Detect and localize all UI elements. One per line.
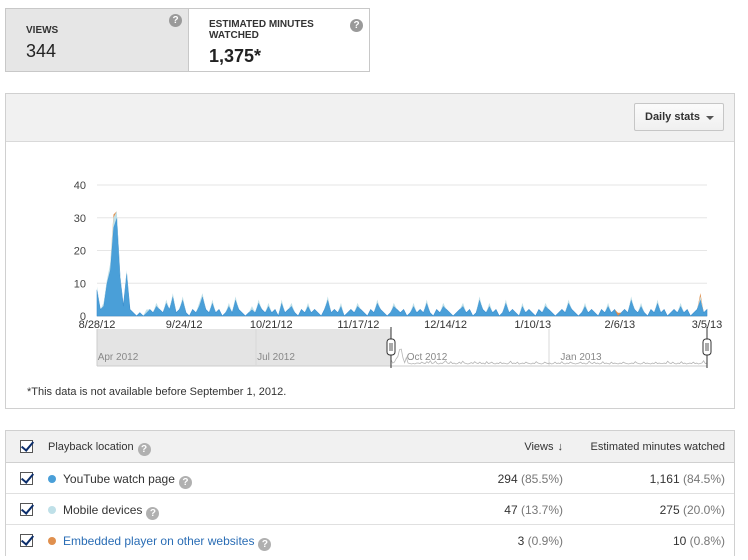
row-minutes-percent: (0.8%) (689, 534, 725, 548)
row-minutes: 1,161 (84.5%) (650, 472, 725, 486)
navigator-series-line (390, 348, 708, 365)
help-icon[interactable]: ? (350, 19, 363, 32)
views-metric-label: VIEWS (26, 25, 59, 36)
table-row[interactable]: YouTube watch page? 294 (85.5%) 1,161 (84.… (6, 463, 734, 494)
x-tick-label: 11/17/12 (337, 319, 379, 331)
table-body: YouTube watch page? 294 (85.5%) 1,161 (84.… (6, 463, 734, 556)
y-tick-label: 10 (74, 278, 86, 290)
navigator-label: Oct 2012 (407, 352, 448, 363)
row-minutes-value: 275 (659, 503, 683, 517)
row-minutes: 275 (20.0%) (660, 503, 725, 517)
row-minutes-percent: (84.5%) (682, 472, 725, 486)
row-views-value: 294 (497, 472, 521, 486)
chart-toolbar: Daily stats (6, 94, 734, 142)
row-minutes-value: 10 (672, 534, 690, 548)
minutes-metric-card[interactable]: ESTIMATED MINUTES WATCHED 1,375* ? (188, 8, 370, 72)
row-minutes-percent: (20.0%) (682, 503, 725, 517)
sort-down-icon: ↓ (557, 441, 564, 453)
playback-location-table: Playback location? Views ↓ Estimated minu… (5, 430, 735, 556)
minutes-metric-value: 1,375* (209, 46, 262, 66)
row-views-value: 47 (504, 503, 521, 517)
row-views-percent: (85.5%) (520, 472, 563, 486)
x-tick-label: 10/21/12 (250, 319, 293, 331)
row-views: 47 (13.7%) (504, 503, 563, 517)
minutes-column-header[interactable]: Estimated minutes watched (590, 441, 725, 453)
row-label: Embedded player on other websites? (48, 534, 272, 551)
series-dot-icon (48, 475, 56, 483)
row-checkbox[interactable] (20, 503, 33, 516)
help-icon[interactable]: ? (178, 476, 192, 489)
views-column-header-label: Views (524, 441, 554, 453)
y-tick-label: 20 (74, 246, 86, 258)
table-row[interactable]: Mobile devices? 47 (13.7%) 275 (20.0%) (6, 494, 734, 525)
row-checkbox[interactable] (20, 534, 33, 547)
chart-footnote: *This data is not available before Septe… (27, 386, 287, 398)
row-minutes: 10 (0.8%) (673, 534, 725, 548)
row-views-percent: (0.9%) (527, 534, 563, 548)
views-metric-card[interactable]: VIEWS 344 ? (5, 8, 188, 72)
playback-location-header: Playback location? (48, 441, 151, 456)
x-tick-label: 3/5/13 (692, 319, 723, 331)
chart-panel: Daily stats 40 30 20 10 0 8/28/12 9/24/12 10/21… (5, 93, 735, 409)
row-checkbox[interactable] (20, 472, 33, 485)
row-name: YouTube watch page (63, 472, 175, 486)
help-icon[interactable]: ? (169, 14, 182, 27)
x-tick-label: 8/28/12 (79, 319, 116, 331)
series-area-mobile-devices (97, 211, 707, 316)
series-dot-icon (48, 537, 56, 545)
views-column-header[interactable]: Views ↓ (524, 441, 563, 453)
y-tick-label: 0 (80, 311, 86, 323)
daily-stats-dropdown-label: Daily stats (645, 111, 701, 123)
series-area-youtube-watch-page (96, 217, 708, 317)
row-label: Mobile devices? (48, 503, 160, 520)
y-tick-label: 30 (74, 213, 86, 225)
playback-location-header-label: Playback location (48, 441, 134, 453)
row-views-value: 3 (517, 534, 528, 548)
navigator-label: Jan 2013 (560, 352, 602, 363)
row-name[interactable]: Embedded player on other websites (63, 534, 255, 548)
row-label: YouTube watch page? (48, 472, 192, 489)
row-views: 3 (0.9%) (518, 534, 563, 548)
table-row[interactable]: Embedded player on other websites? 3 (0.9… (6, 525, 734, 556)
row-views: 294 (85.5%) (498, 472, 563, 486)
navigator-drag-handle (702, 338, 712, 356)
navigator-drag-handle (386, 338, 396, 356)
daily-stats-dropdown[interactable]: Daily stats (634, 103, 724, 131)
navigator-masked-region (97, 329, 391, 366)
x-tick-label: 2/6/13 (605, 319, 636, 331)
row-views-percent: (13.7%) (520, 503, 563, 517)
row-name: Mobile devices (63, 503, 143, 517)
series-area-embedded-player-on-other-websites (97, 211, 707, 316)
row-minutes-value: 1,161 (649, 472, 683, 486)
x-tick-label: 1/10/13 (514, 319, 551, 331)
table-header: Playback location? Views ↓ Estimated minu… (6, 431, 734, 463)
help-icon[interactable]: ? (258, 538, 272, 551)
navigator-label: Apr 2012 (98, 352, 139, 363)
x-tick-label: 12/14/12 (424, 319, 467, 331)
series-dot-icon (48, 506, 56, 514)
y-tick-label: 40 (74, 180, 86, 192)
help-icon[interactable]: ? (146, 507, 160, 520)
views-metric-value: 344 (26, 41, 57, 61)
help-icon[interactable]: ? (137, 443, 151, 456)
views-chart: 40 30 20 10 08/28/12 9/24/12 10/21/12 11/17/12 1… (74, 180, 723, 368)
x-tick-label: 9/24/12 (166, 319, 203, 331)
navigator-label: Jul 2012 (257, 352, 295, 363)
select-all-checkbox[interactable] (20, 440, 33, 453)
minutes-metric-label: ESTIMATED MINUTES WATCHED (209, 19, 314, 41)
chevron-down-icon (706, 116, 714, 120)
